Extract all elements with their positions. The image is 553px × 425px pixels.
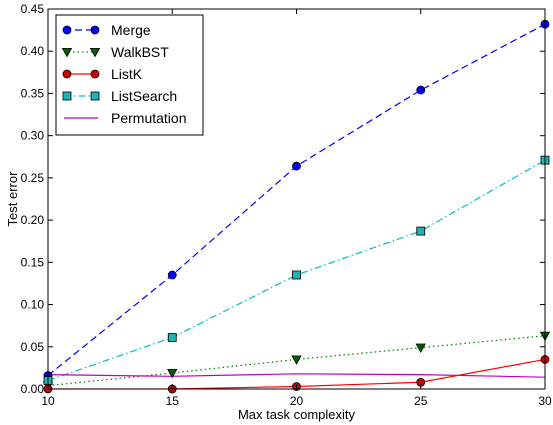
data-point-listsearch: [416, 226, 426, 236]
y-tick-label: 0.00: [21, 382, 45, 396]
y-tick-label: 0.05: [21, 340, 45, 354]
data-point-merge: [292, 161, 301, 171]
x-tick-label: 20: [290, 394, 304, 408]
data-point-merge: [416, 85, 426, 95]
legend-label-permutation: Permutation: [111, 110, 186, 126]
series-line-permutation: [48, 373, 545, 378]
data-point-listsearch: [167, 333, 177, 342]
x-tick-label: 15: [166, 394, 180, 408]
y-tick-label: 0.45: [21, 2, 45, 16]
legend-marker-walkbst: [61, 48, 73, 58]
legend-marker-merge: [90, 25, 100, 35]
x-tick-label: 10: [41, 394, 55, 408]
legend-label-merge: Merge: [111, 22, 151, 38]
legend-label-listsearch: ListSearch: [111, 88, 177, 104]
y-tick-label: 0.10: [21, 298, 45, 312]
legend-item-listk: ListK: [62, 66, 143, 82]
y-axis-label: Test error: [5, 171, 20, 227]
legend-item-permutation: Permutation: [64, 110, 186, 126]
legend-box: [55, 14, 204, 136]
series-markers: [42, 19, 551, 394]
data-point-listsearch: [292, 270, 301, 280]
data-point-walkbst: [167, 368, 178, 379]
x-tick-label: 25: [414, 394, 428, 408]
y-tick-label: 0.30: [21, 129, 45, 143]
series-line-listsearch: [48, 159, 545, 382]
legend-marker-listsearch: [90, 91, 100, 101]
legend-label-listk: ListK: [111, 66, 143, 82]
data-point-merge: [167, 270, 177, 280]
legend-label-walkbst: WalkBST: [111, 44, 169, 60]
y-tick-label: 0.35: [21, 86, 45, 100]
x-axis-label: Max task complexity: [238, 407, 356, 422]
legend-item-listsearch: ListSearch: [62, 88, 177, 104]
legend-marker-merge: [62, 25, 72, 35]
y-tick-label: 0.25: [21, 171, 45, 185]
y-tick-label: 0.20: [21, 213, 45, 227]
plot-layer: 10 15 20 25 30 0.00 0.05 0.10 0.15 0.20 0.25 0.30 0.…: [21, 2, 552, 408]
legend-item-merge: Merge: [62, 22, 151, 38]
legend-item-walkbst: WalkBST: [61, 44, 169, 60]
x-tick-label: 30: [538, 394, 552, 408]
legend-marker-walkbst: [89, 48, 101, 58]
legend-marker-listk: [62, 69, 72, 79]
legend-marker-listk: [90, 69, 100, 79]
legend-marker-listsearch: [62, 91, 72, 101]
data-point-walkbst: [291, 355, 302, 365]
data-point-walkbst: [415, 343, 426, 353]
legend: Merge WalkBST ListK ListSearch Permutation: [55, 14, 204, 136]
y-tick-label: 0.15: [21, 255, 45, 269]
y-tick-label: 0.40: [21, 44, 45, 58]
